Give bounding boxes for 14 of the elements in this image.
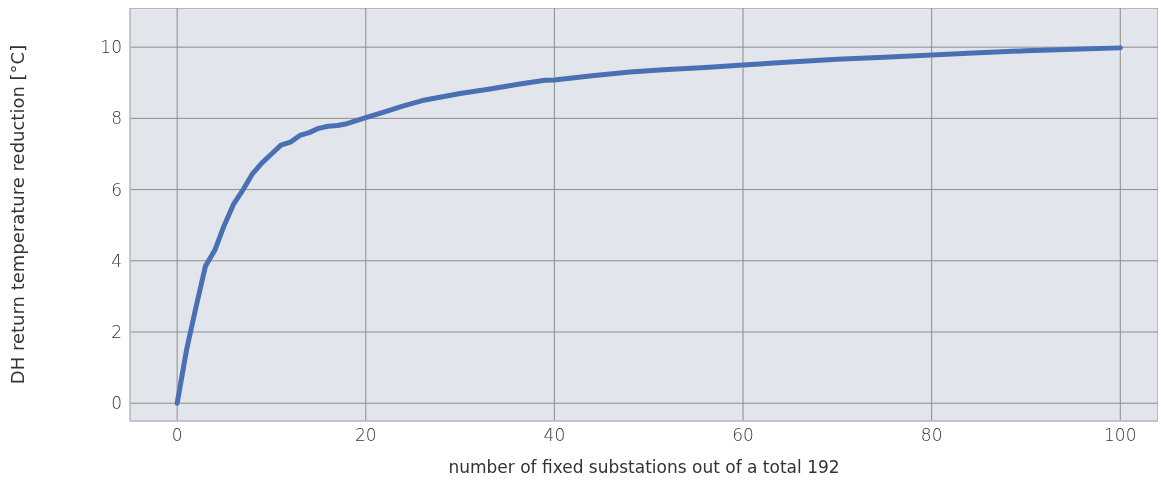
y-tick-label: 0 bbox=[111, 393, 122, 414]
y-tick-label: 4 bbox=[111, 250, 122, 271]
x-axis-title: number of fixed substations out of a total 192 bbox=[448, 457, 840, 477]
y-tick-label: 10 bbox=[100, 37, 122, 58]
x-tick-label: 100 bbox=[1104, 425, 1137, 446]
x-tick-label: 40 bbox=[543, 425, 566, 446]
y-tick-label: 6 bbox=[111, 179, 122, 200]
x-tick-label: 80 bbox=[920, 425, 943, 446]
y-tick-label: 8 bbox=[111, 108, 122, 129]
x-tick-label: 0 bbox=[171, 425, 183, 446]
y-axis-title: DH return temperature reduction [°C] bbox=[7, 44, 29, 385]
x-tick-label: 20 bbox=[354, 425, 377, 446]
y-tick-label: 2 bbox=[111, 322, 122, 343]
x-tick-label: 60 bbox=[732, 425, 754, 446]
